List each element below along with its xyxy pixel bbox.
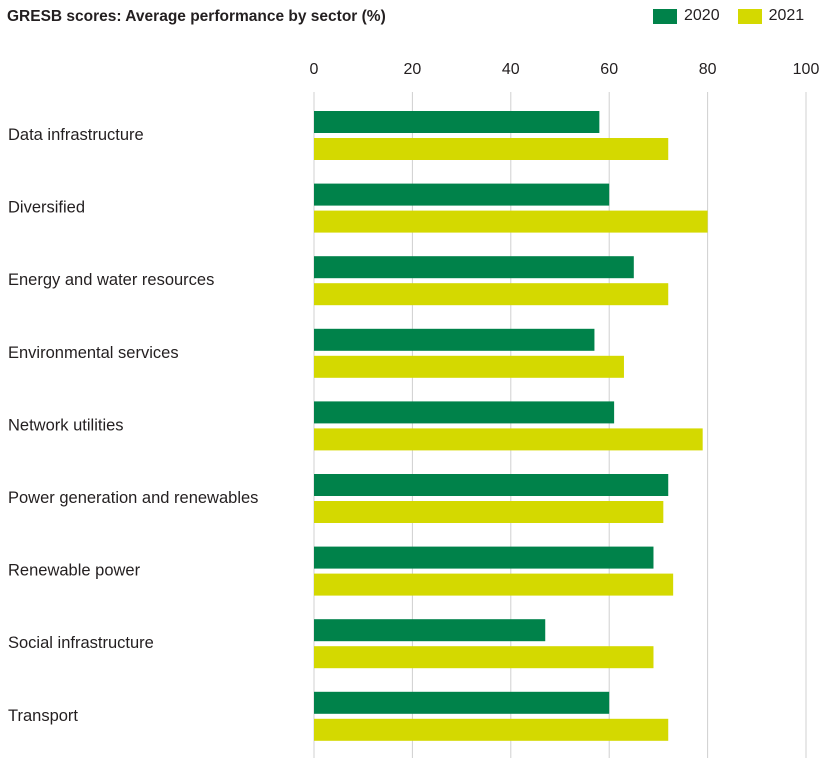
category-label-4: Network utilities [8, 416, 124, 434]
category-label-7: Social infrastructure [8, 634, 154, 652]
legend-swatch-2020 [653, 8, 677, 24]
x-tick-label-40: 40 [502, 61, 520, 78]
category-label-6: Renewable power [8, 562, 141, 580]
bar-2020-6 [314, 546, 654, 569]
category-label-1: Diversified [8, 199, 85, 217]
x-tick-label-80: 80 [699, 61, 717, 78]
bar-2021-2 [314, 283, 669, 306]
category-label-2: Energy and water resources [8, 271, 214, 289]
bars [314, 111, 708, 741]
category-label-3: Environmental services [8, 344, 179, 362]
x-tick-label-20: 20 [404, 61, 422, 78]
x-tick-label-60: 60 [600, 61, 618, 78]
bar-2020-3 [314, 328, 595, 351]
bar-2020-8 [314, 691, 610, 714]
bar-2021-6 [314, 573, 674, 596]
category-label-0: Data infrastructure [8, 126, 144, 144]
x-tick-label-0: 0 [310, 61, 319, 78]
legend-label-2021: 2021 [768, 7, 805, 24]
bar-2021-3 [314, 355, 624, 378]
bar-2021-8 [314, 718, 669, 741]
bar-2020-1 [314, 183, 610, 206]
bar-2020-4 [314, 401, 615, 424]
bar-2021-1 [314, 210, 708, 233]
bar-2021-5 [314, 501, 664, 523]
legend-item-2021: 2021 [737, 7, 805, 25]
x-axis-ticks: 0 20 40 60 80 100 [310, 61, 820, 78]
category-label-5: Power generation and renewables [8, 489, 258, 507]
legend: 2020 2021 [653, 7, 804, 25]
bar-2021-0 [314, 138, 669, 160]
category-label-8: Transport [8, 707, 78, 725]
legend-swatch-2021 [737, 8, 762, 24]
bar-2020-5 [314, 474, 669, 496]
bar-2020-2 [314, 256, 634, 279]
bar-2021-7 [314, 646, 654, 669]
bar-2020-7 [314, 619, 546, 642]
chart-title: GRESB scores: Average performance by sec… [7, 8, 386, 25]
x-tick-label-100: 100 [793, 61, 820, 78]
bar-2021-4 [314, 428, 703, 451]
legend-label-2020: 2020 [684, 7, 720, 24]
category-labels: Data infrastructure Diversified Energy and… [8, 126, 258, 725]
bar-2020-0 [314, 111, 600, 133]
legend-item-2020: 2020 [653, 7, 720, 25]
